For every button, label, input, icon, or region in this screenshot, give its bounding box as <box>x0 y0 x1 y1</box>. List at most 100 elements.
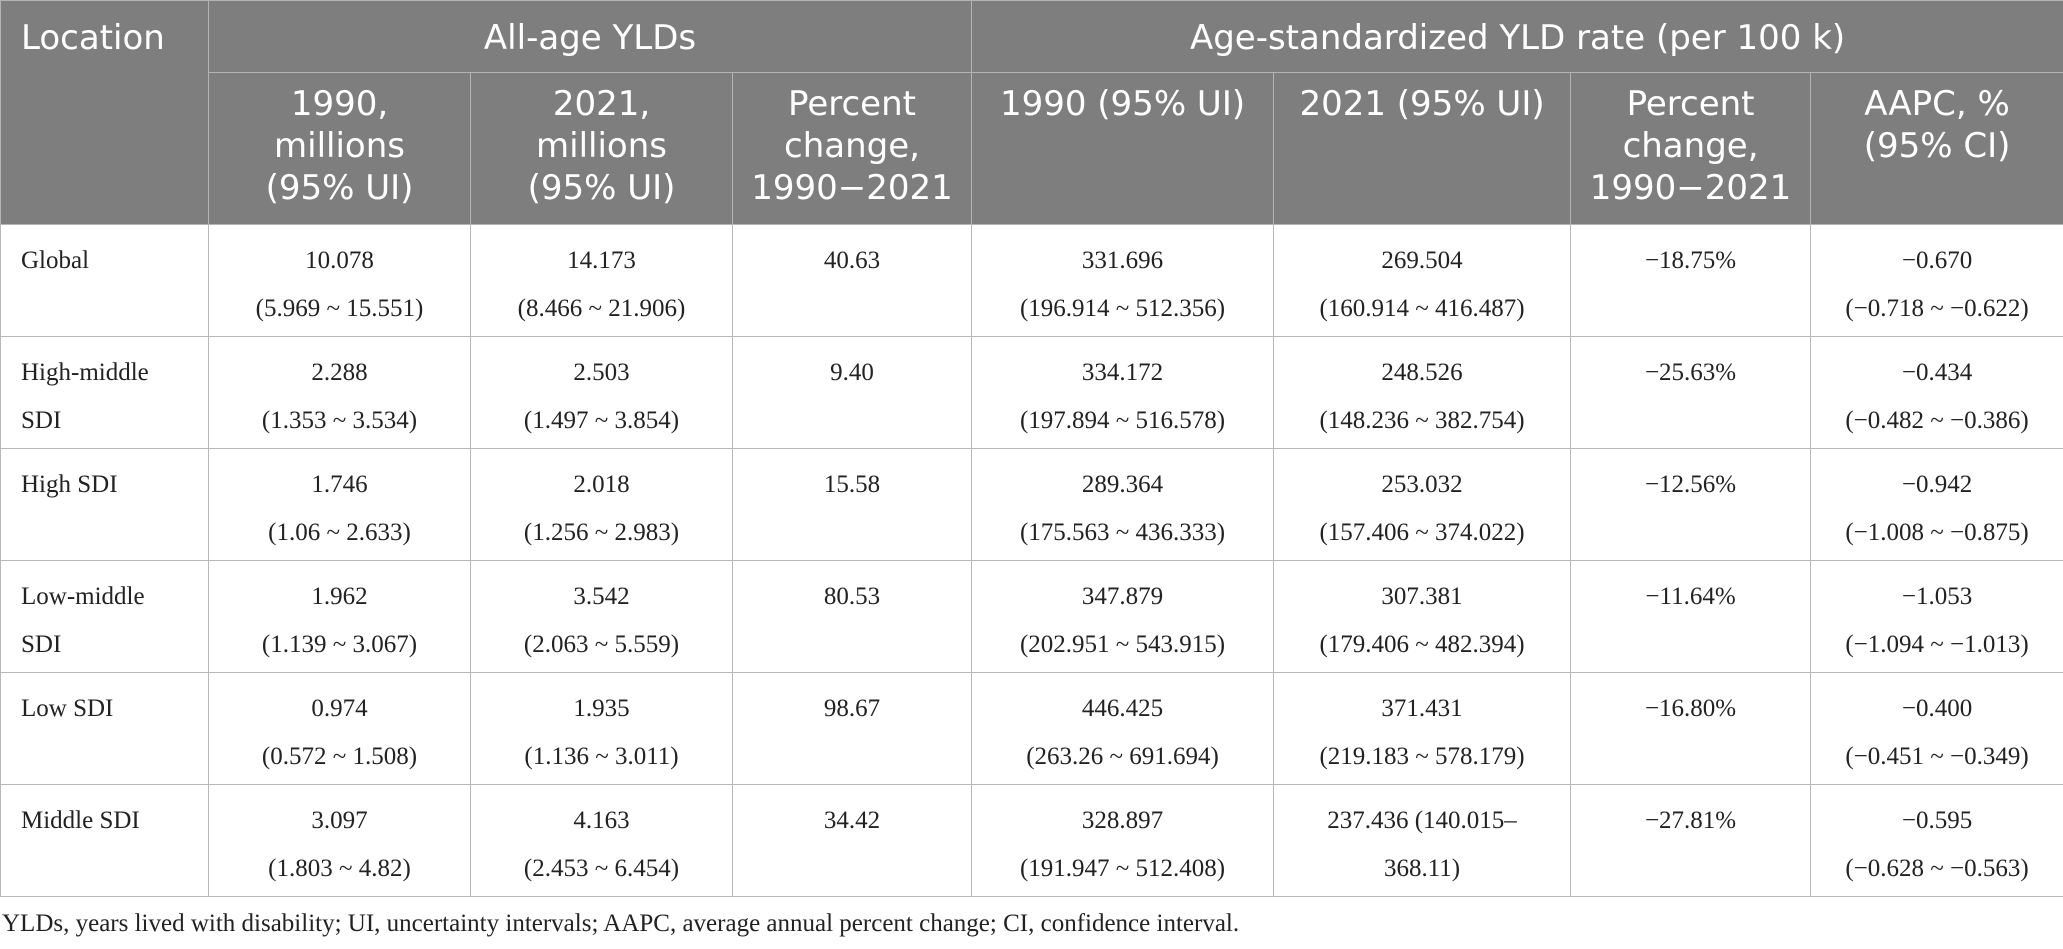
cell-line: −1.053 <box>1901 583 1973 610</box>
cell-rate-2021: 253.032 (157.406 ~ 374.022) <box>1273 448 1572 561</box>
cell-line: (197.894 ~ 516.578) <box>1019 407 1226 434</box>
cell-rate-change: −25.63% <box>1570 336 1812 449</box>
cell-line: 371.431 <box>1381 695 1463 722</box>
cell-yld-1990: 1.962 (1.139 ~ 3.067) <box>208 560 471 673</box>
cell-line: Middle SDI <box>21 807 140 834</box>
cell-line: (219.183 ~ 578.179) <box>1319 743 1525 770</box>
cell-line: 289.364 <box>1081 471 1164 498</box>
cell-line: 446.425 <box>1081 695 1164 722</box>
column-header-line: 2021, <box>552 84 651 124</box>
cell-line: (−1.094 ~ −1.013) <box>1845 631 2029 658</box>
cell-line: (1.139 ~ 3.067) <box>261 631 418 658</box>
cell-line: 237.436 (140.015– <box>1327 807 1517 834</box>
cell-line: 347.879 <box>1081 583 1164 610</box>
cell-aapc: −0.942 (−1.008 ~ −0.875) <box>1810 448 2063 561</box>
cell-yld-change: 98.67 <box>731 672 973 785</box>
cell-yld-change: 40.63 <box>731 224 973 337</box>
cell-aapc: −0.434 (−0.482 ~ −0.386) <box>1810 336 2063 449</box>
column-header-line: change, <box>784 126 920 166</box>
column-header-line: 1990, <box>290 84 389 124</box>
cell-yld-1990: 3.097 (1.803 ~ 4.82) <box>208 784 471 897</box>
cell-line: 2.288 <box>311 359 368 386</box>
cell-rate-change: −16.80% <box>1570 672 1812 785</box>
cell-location: High-middle SDI <box>0 336 209 449</box>
cell-line: (1.353 ~ 3.534) <box>261 407 418 434</box>
column-header-c3: Percent change, 1990−2021 <box>731 72 973 225</box>
cell-aapc: −0.670 (−0.718 ~ −0.622) <box>1810 224 2063 337</box>
cell-line: −0.400 <box>1901 695 1973 722</box>
cell-line: (157.406 ~ 374.022) <box>1319 519 1525 546</box>
cell-line: 368.11) <box>1383 855 1461 882</box>
cell-yld-2021: 3.542 (2.063 ~ 5.559) <box>470 560 733 673</box>
column-header-line: 2021 (95% UI) <box>1299 84 1545 124</box>
cell-line: (191.947 ~ 512.408) <box>1019 855 1226 882</box>
cell-rate-1990: 446.425 (263.26 ~ 691.694) <box>971 672 1275 785</box>
cell-line: (1.136 ~ 3.011) <box>524 743 679 770</box>
cell-yld-change: 80.53 <box>731 560 973 673</box>
cell-rate-2021: 307.381 (179.406 ~ 482.394) <box>1273 560 1572 673</box>
cell-line: Global <box>21 247 90 274</box>
cell-yld-1990: 10.078 (5.969 ~ 15.551) <box>208 224 471 337</box>
cell-line: 248.526 <box>1381 359 1463 386</box>
table-row: Middle SDI 3.097 (1.803 ~ 4.82) 4.163 (2.453… <box>0 784 2063 897</box>
cell-line: 2.018 <box>573 471 630 498</box>
cell-line: 4.163 <box>573 807 630 834</box>
cell-line: −0.595 <box>1901 807 1973 834</box>
cell-line: 1.935 <box>573 695 630 722</box>
cell-rate-1990: 328.897 (191.947 ~ 512.408) <box>971 784 1275 897</box>
column-header-line: (95% CI) <box>1863 126 2011 166</box>
header-location: Location <box>0 0 209 225</box>
column-header-c4: 1990 (95% UI) <box>971 72 1275 225</box>
cell-yld-2021: 2.503 (1.497 ~ 3.854) <box>470 336 733 449</box>
cell-rate-1990: 331.696 (196.914 ~ 512.356) <box>971 224 1275 337</box>
cell-location: Global <box>0 224 209 337</box>
cell-line: Low-middle <box>21 583 145 610</box>
cell-line: 1.962 <box>311 583 368 610</box>
cell-yld-change: 9.40 <box>731 336 973 449</box>
cell-location: Low-middle SDI <box>0 560 209 673</box>
cell-line: (2.063 ~ 5.559) <box>523 631 680 658</box>
cell-rate-change: −11.64% <box>1570 560 1812 673</box>
table-row: High-middle SDI 2.288 (1.353 ~ 3.534) 2.503 (… <box>0 336 2063 449</box>
cell-line: (1.803 ~ 4.82) <box>268 855 411 882</box>
cell-line: 98.67 <box>823 695 881 722</box>
cell-rate-1990: 289.364 (175.563 ~ 436.333) <box>971 448 1275 561</box>
header-all-age-ylds: All-age YLDs <box>207 0 973 73</box>
cell-line: SDI <box>21 631 62 658</box>
cell-line: High-middle <box>21 359 149 386</box>
cell-yld-2021: 14.173 (8.466 ~ 21.906) <box>470 224 733 337</box>
column-header-line: 1990−2021 <box>751 168 953 208</box>
cell-line: 14.173 <box>567 247 636 274</box>
cell-line: Low SDI <box>21 695 114 722</box>
header-age-standardized-rate: Age-standardized YLD rate (per 100 k) <box>971 0 2063 73</box>
cell-line: 10.078 <box>305 247 374 274</box>
cell-yld-1990: 0.974 (0.572 ~ 1.508) <box>208 672 471 785</box>
cell-line: 253.032 <box>1381 471 1463 498</box>
cell-rate-change: −27.81% <box>1570 784 1812 897</box>
table-footnote: YLDs, years lived with disability; UI, u… <box>2 910 1240 937</box>
cell-line: 334.172 <box>1081 359 1164 386</box>
cell-rate-2021: 371.431 (219.183 ~ 578.179) <box>1273 672 1572 785</box>
cell-line: (−0.718 ~ −0.622) <box>1845 295 2029 322</box>
cell-line: 269.504 <box>1381 247 1463 274</box>
cell-line: 80.53 <box>823 583 881 610</box>
cell-line: (148.236 ~ 382.754) <box>1319 407 1525 434</box>
cell-line: (196.914 ~ 512.356) <box>1019 295 1226 322</box>
cell-rate-1990: 334.172 (197.894 ~ 516.578) <box>971 336 1275 449</box>
cell-line: −0.670 <box>1901 247 1973 274</box>
cell-line: (8.466 ~ 21.906) <box>517 295 686 322</box>
table-row: Global 10.078 (5.969 ~ 15.551) 14.173 (8.466… <box>0 224 2063 337</box>
column-header-line: millions <box>536 126 667 166</box>
cell-line: SDI <box>21 407 62 434</box>
cell-rate-change: −12.56% <box>1570 448 1812 561</box>
cell-line: −0.434 <box>1901 359 1973 386</box>
cell-rate-1990: 347.879 (202.951 ~ 543.915) <box>971 560 1275 673</box>
cell-line: (1.497 ~ 3.854) <box>523 407 680 434</box>
column-header-line: 1990 (95% UI) <box>999 84 1246 124</box>
column-header-c6: Percent change, 1990−2021 <box>1570 72 1812 225</box>
cell-line: 331.696 <box>1081 247 1164 274</box>
cell-rate-2021: 248.526 (148.236 ~ 382.754) <box>1273 336 1572 449</box>
column-header-c5: 2021 (95% UI) <box>1273 72 1572 225</box>
cell-line: High SDI <box>21 471 118 498</box>
yld-table: Location All-age YLDs Age-standardized Y… <box>0 0 2063 897</box>
